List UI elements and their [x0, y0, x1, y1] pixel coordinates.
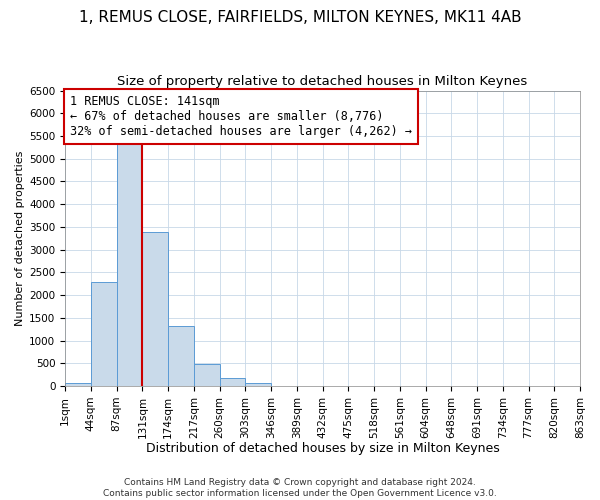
Bar	[142, 232, 168, 386]
Bar	[245, 382, 271, 386]
Text: 1 REMUS CLOSE: 141sqm
← 67% of detached houses are smaller (8,776)
32% of semi-d: 1 REMUS CLOSE: 141sqm ← 67% of detached …	[70, 95, 412, 138]
Y-axis label: Number of detached properties: Number of detached properties	[15, 150, 25, 326]
Bar	[194, 364, 220, 386]
X-axis label: Distribution of detached houses by size in Milton Keynes: Distribution of detached houses by size …	[146, 442, 499, 455]
Text: 1, REMUS CLOSE, FAIRFIELDS, MILTON KEYNES, MK11 4AB: 1, REMUS CLOSE, FAIRFIELDS, MILTON KEYNE…	[79, 10, 521, 25]
Bar	[168, 326, 194, 386]
Bar	[91, 282, 116, 386]
Text: Contains HM Land Registry data © Crown copyright and database right 2024.
Contai: Contains HM Land Registry data © Crown c…	[103, 478, 497, 498]
Bar	[116, 139, 142, 386]
Title: Size of property relative to detached houses in Milton Keynes: Size of property relative to detached ho…	[118, 75, 527, 88]
Bar	[65, 383, 91, 386]
Bar	[220, 378, 245, 386]
